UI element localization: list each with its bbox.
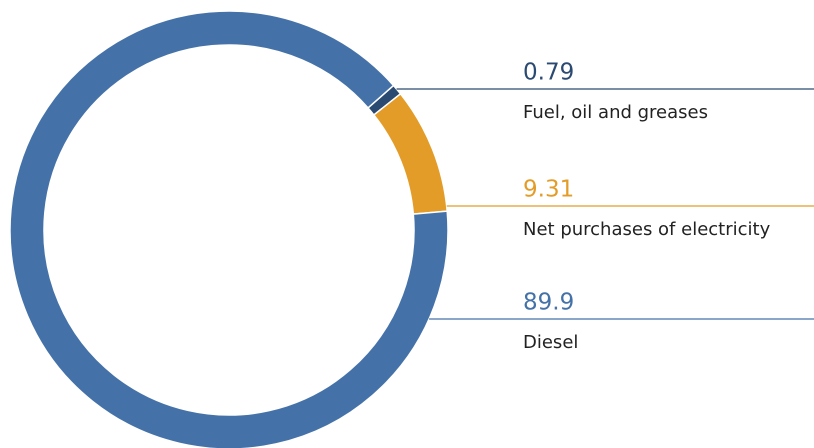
category-label: Net purchases of electricity xyxy=(523,219,771,240)
donut-segment xyxy=(9,10,449,448)
value-label: 0.79 xyxy=(523,60,574,86)
category-label: Diesel xyxy=(523,332,578,353)
donut-segment xyxy=(372,92,448,215)
value-label: 89.9 xyxy=(523,290,574,316)
category-label: Fuel, oil and greases xyxy=(523,102,708,123)
value-label: 9.31 xyxy=(523,177,574,203)
